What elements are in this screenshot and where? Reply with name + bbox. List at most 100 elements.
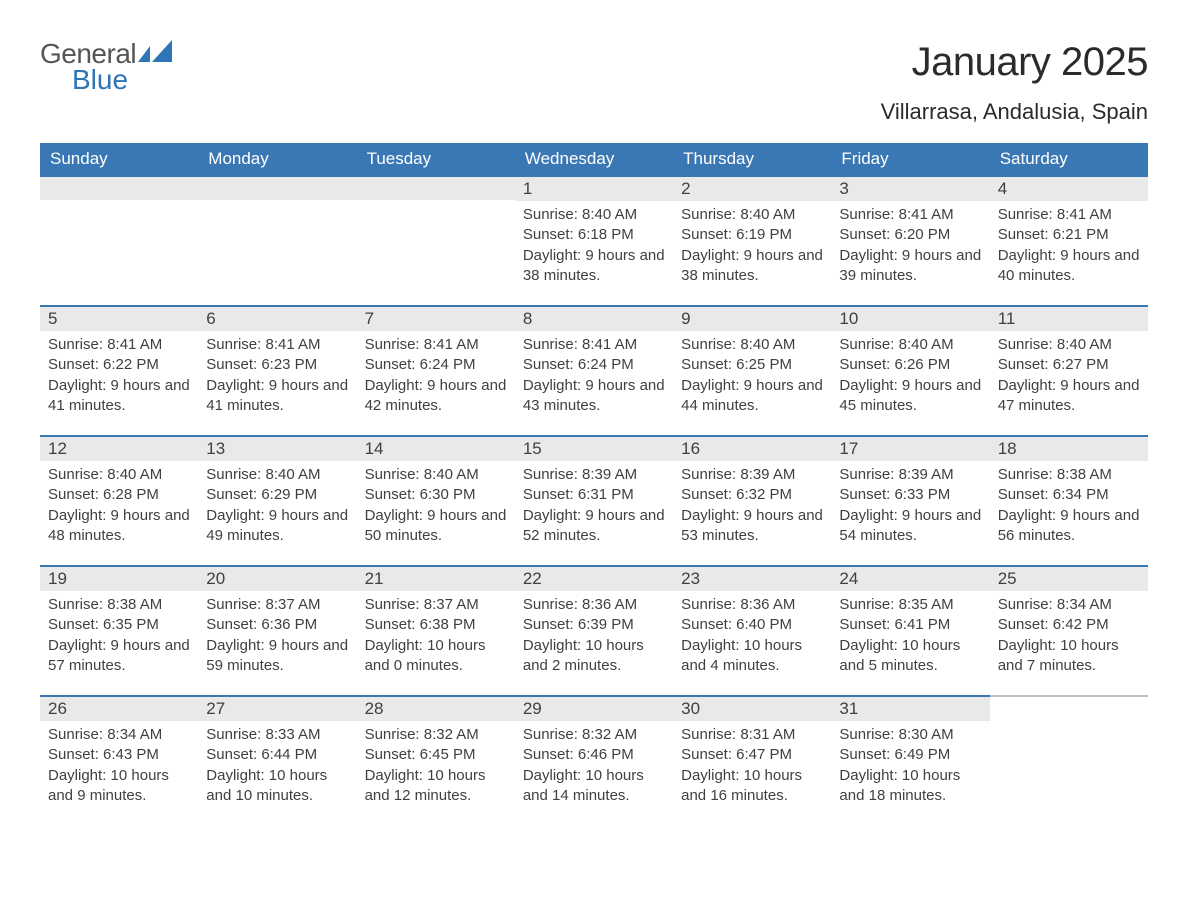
day-number: 2 <box>673 175 831 201</box>
sunrise-text: Sunrise: 8:41 AM <box>365 335 507 355</box>
sunrise-text: Sunrise: 8:36 AM <box>681 595 823 615</box>
day-content: Sunrise: 8:40 AMSunset: 6:25 PMDaylight:… <box>673 331 831 426</box>
day-number <box>990 695 1148 720</box>
daylight-text: Daylight: 9 hours and 38 minutes. <box>523 246 665 287</box>
day-cell: 21Sunrise: 8:37 AMSunset: 6:38 PMDayligh… <box>357 565 515 695</box>
daylight-text: Daylight: 10 hours and 4 minutes. <box>681 636 823 677</box>
weekday-saturday: Saturday <box>990 143 1148 175</box>
day-content: Sunrise: 8:32 AMSunset: 6:46 PMDaylight:… <box>515 721 673 816</box>
sunset-text: Sunset: 6:25 PM <box>681 355 823 375</box>
day-cell-empty <box>198 175 356 305</box>
day-cell: 22Sunrise: 8:36 AMSunset: 6:39 PMDayligh… <box>515 565 673 695</box>
day-cell: 14Sunrise: 8:40 AMSunset: 6:30 PMDayligh… <box>357 435 515 565</box>
day-cell-empty <box>990 695 1148 825</box>
sunset-text: Sunset: 6:32 PM <box>681 485 823 505</box>
day-content: Sunrise: 8:40 AMSunset: 6:27 PMDaylight:… <box>990 331 1148 426</box>
calendar-body: 1Sunrise: 8:40 AMSunset: 6:18 PMDaylight… <box>40 175 1148 825</box>
day-content: Sunrise: 8:40 AMSunset: 6:26 PMDaylight:… <box>831 331 989 426</box>
weekday-wednesday: Wednesday <box>515 143 673 175</box>
day-content: Sunrise: 8:41 AMSunset: 6:21 PMDaylight:… <box>990 201 1148 296</box>
day-cell: 8Sunrise: 8:41 AMSunset: 6:24 PMDaylight… <box>515 305 673 435</box>
day-cell: 27Sunrise: 8:33 AMSunset: 6:44 PMDayligh… <box>198 695 356 825</box>
sunset-text: Sunset: 6:20 PM <box>839 225 981 245</box>
sunset-text: Sunset: 6:49 PM <box>839 745 981 765</box>
sunrise-text: Sunrise: 8:30 AM <box>839 725 981 745</box>
day-number: 12 <box>40 435 198 461</box>
day-number: 26 <box>40 695 198 721</box>
daylight-text: Daylight: 10 hours and 16 minutes. <box>681 766 823 807</box>
day-number: 24 <box>831 565 989 591</box>
day-number: 16 <box>673 435 831 461</box>
day-number <box>40 175 198 200</box>
day-content: Sunrise: 8:41 AMSunset: 6:20 PMDaylight:… <box>831 201 989 296</box>
sunrise-text: Sunrise: 8:36 AM <box>523 595 665 615</box>
day-cell: 28Sunrise: 8:32 AMSunset: 6:45 PMDayligh… <box>357 695 515 825</box>
day-number: 21 <box>357 565 515 591</box>
week-row: 5Sunrise: 8:41 AMSunset: 6:22 PMDaylight… <box>40 305 1148 435</box>
day-cell: 10Sunrise: 8:40 AMSunset: 6:26 PMDayligh… <box>831 305 989 435</box>
daylight-text: Daylight: 10 hours and 0 minutes. <box>365 636 507 677</box>
day-content: Sunrise: 8:41 AMSunset: 6:24 PMDaylight:… <box>357 331 515 426</box>
day-cell: 11Sunrise: 8:40 AMSunset: 6:27 PMDayligh… <box>990 305 1148 435</box>
day-cell-empty <box>40 175 198 305</box>
day-cell: 5Sunrise: 8:41 AMSunset: 6:22 PMDaylight… <box>40 305 198 435</box>
day-cell-empty <box>357 175 515 305</box>
sunset-text: Sunset: 6:46 PM <box>523 745 665 765</box>
sunrise-text: Sunrise: 8:32 AM <box>523 725 665 745</box>
daylight-text: Daylight: 10 hours and 10 minutes. <box>206 766 348 807</box>
day-cell: 4Sunrise: 8:41 AMSunset: 6:21 PMDaylight… <box>990 175 1148 305</box>
day-number: 25 <box>990 565 1148 591</box>
day-cell: 1Sunrise: 8:40 AMSunset: 6:18 PMDaylight… <box>515 175 673 305</box>
weekday-sunday: Sunday <box>40 143 198 175</box>
daylight-text: Daylight: 9 hours and 47 minutes. <box>998 376 1140 417</box>
sunrise-text: Sunrise: 8:34 AM <box>48 725 190 745</box>
sunset-text: Sunset: 6:40 PM <box>681 615 823 635</box>
day-number: 18 <box>990 435 1148 461</box>
sunset-text: Sunset: 6:30 PM <box>365 485 507 505</box>
day-cell: 13Sunrise: 8:40 AMSunset: 6:29 PMDayligh… <box>198 435 356 565</box>
day-content: Sunrise: 8:40 AMSunset: 6:30 PMDaylight:… <box>357 461 515 556</box>
brand-flag-icon <box>138 40 174 67</box>
sunset-text: Sunset: 6:27 PM <box>998 355 1140 375</box>
weekday-monday: Monday <box>198 143 356 175</box>
sunrise-text: Sunrise: 8:38 AM <box>48 595 190 615</box>
day-cell: 26Sunrise: 8:34 AMSunset: 6:43 PMDayligh… <box>40 695 198 825</box>
day-content: Sunrise: 8:38 AMSunset: 6:34 PMDaylight:… <box>990 461 1148 556</box>
daylight-text: Daylight: 9 hours and 39 minutes. <box>839 246 981 287</box>
day-content: Sunrise: 8:31 AMSunset: 6:47 PMDaylight:… <box>673 721 831 816</box>
day-number: 28 <box>357 695 515 721</box>
daylight-text: Daylight: 9 hours and 52 minutes. <box>523 506 665 547</box>
sunrise-text: Sunrise: 8:40 AM <box>681 335 823 355</box>
day-content: Sunrise: 8:38 AMSunset: 6:35 PMDaylight:… <box>40 591 198 686</box>
sunrise-text: Sunrise: 8:40 AM <box>998 335 1140 355</box>
sunrise-text: Sunrise: 8:39 AM <box>523 465 665 485</box>
day-number: 4 <box>990 175 1148 201</box>
sunrise-text: Sunrise: 8:41 AM <box>206 335 348 355</box>
sunset-text: Sunset: 6:23 PM <box>206 355 348 375</box>
day-content: Sunrise: 8:35 AMSunset: 6:41 PMDaylight:… <box>831 591 989 686</box>
sunset-text: Sunset: 6:28 PM <box>48 485 190 505</box>
sunrise-text: Sunrise: 8:39 AM <box>681 465 823 485</box>
day-content: Sunrise: 8:36 AMSunset: 6:40 PMDaylight:… <box>673 591 831 686</box>
sunrise-text: Sunrise: 8:40 AM <box>206 465 348 485</box>
daylight-text: Daylight: 10 hours and 18 minutes. <box>839 766 981 807</box>
day-number: 11 <box>990 305 1148 331</box>
day-cell: 29Sunrise: 8:32 AMSunset: 6:46 PMDayligh… <box>515 695 673 825</box>
week-row: 19Sunrise: 8:38 AMSunset: 6:35 PMDayligh… <box>40 565 1148 695</box>
sunrise-text: Sunrise: 8:37 AM <box>365 595 507 615</box>
sunrise-text: Sunrise: 8:38 AM <box>998 465 1140 485</box>
day-content: Sunrise: 8:34 AMSunset: 6:43 PMDaylight:… <box>40 721 198 816</box>
daylight-text: Daylight: 9 hours and 54 minutes. <box>839 506 981 547</box>
day-content: Sunrise: 8:41 AMSunset: 6:22 PMDaylight:… <box>40 331 198 426</box>
day-number: 29 <box>515 695 673 721</box>
day-number: 7 <box>357 305 515 331</box>
day-content: Sunrise: 8:37 AMSunset: 6:36 PMDaylight:… <box>198 591 356 686</box>
daylight-text: Daylight: 10 hours and 14 minutes. <box>523 766 665 807</box>
week-row: 12 Sunrise: 8:40 AM Sunset: 6:28 PM Dayligh… <box>40 435 1148 565</box>
sunset-text: Sunset: 6:39 PM <box>523 615 665 635</box>
brand-text: General Blue <box>40 40 174 96</box>
day-cell: 17Sunrise: 8:39 AMSunset: 6:33 PMDayligh… <box>831 435 989 565</box>
day-cell: 20Sunrise: 8:37 AMSunset: 6:36 PMDayligh… <box>198 565 356 695</box>
sunrise-text: Sunrise: 8:41 AM <box>998 205 1140 225</box>
day-content: Sunrise: 8:41 AMSunset: 6:23 PMDaylight:… <box>198 331 356 426</box>
